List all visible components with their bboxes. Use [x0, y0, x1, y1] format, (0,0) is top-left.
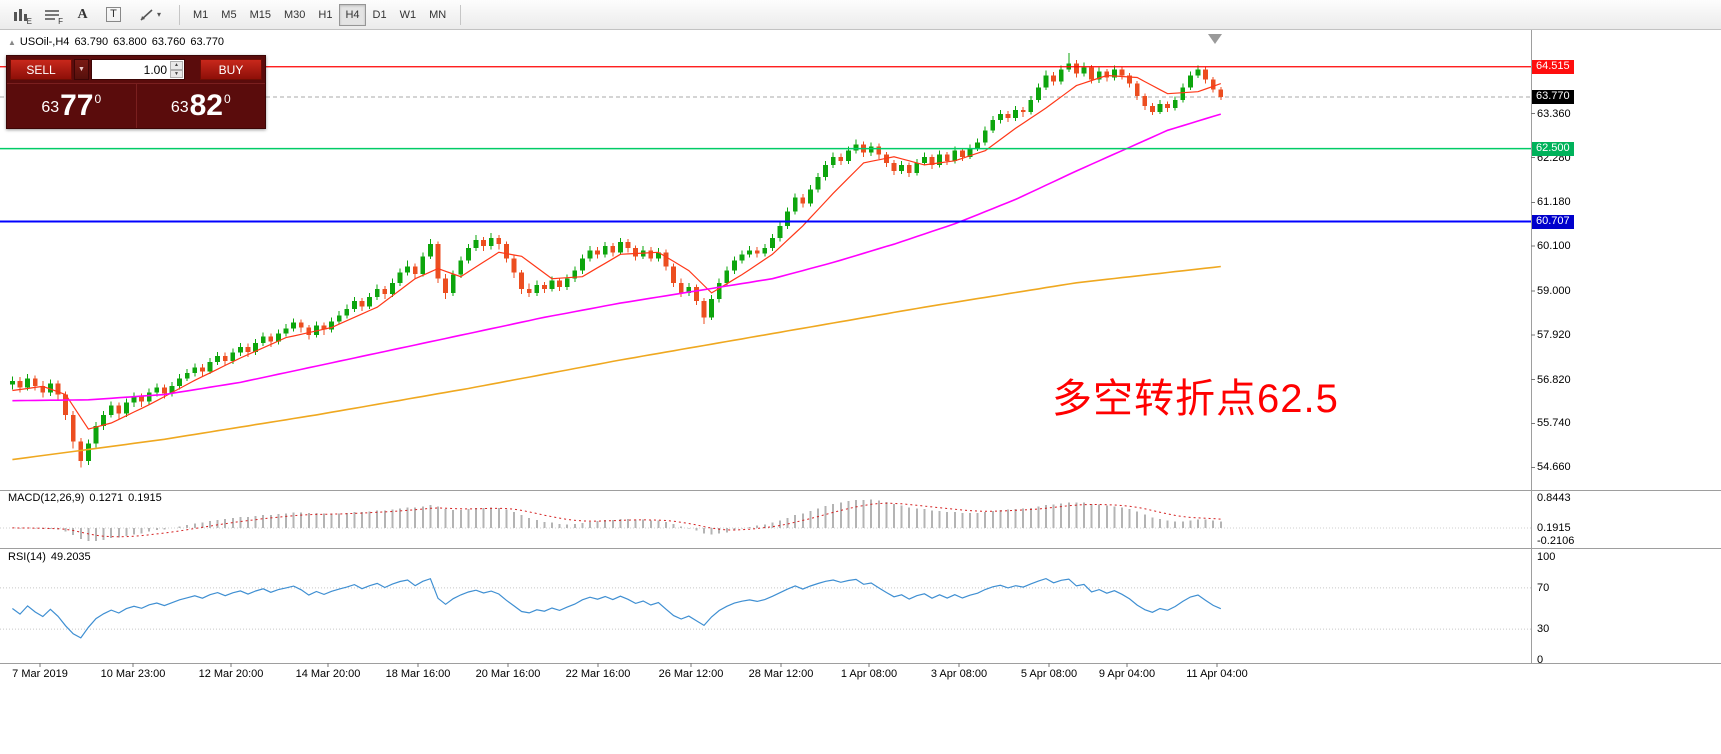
- time-axis-label: 28 Mar 12:00: [748, 668, 814, 680]
- text-tool-icon[interactable]: A: [77, 6, 88, 22]
- sell-price-prefix: 63: [41, 99, 60, 116]
- collapse-icon[interactable]: ▲: [8, 38, 16, 47]
- sell-price-sup: 0: [94, 92, 102, 106]
- trade-prices-row: 63 77 0 63 82 0: [7, 83, 265, 128]
- close-value: 63.770: [190, 36, 225, 48]
- rsi-value: 49.2035: [50, 551, 91, 563]
- high-value: 63.800: [113, 36, 147, 48]
- price-axis-highlight: 62.500: [1532, 141, 1574, 156]
- buy-price-display[interactable]: 63 82 0: [137, 84, 266, 128]
- buy-price-sup: 0: [223, 92, 231, 106]
- drawing-tools-caret-icon: ▾: [156, 10, 161, 19]
- indicator-list-icon[interactable]: F: [37, 2, 66, 28]
- symbol-label: USOil-,H4: [19, 36, 70, 48]
- buy-price-big: 82: [189, 89, 223, 122]
- chart-ohlc-header: ▲ USOil-,H4 63.790 63.800 63.760 63.770: [8, 36, 229, 48]
- rsi-axis-label: 100: [1537, 551, 1556, 563]
- price-axis-label: 54.660: [1537, 461, 1571, 474]
- caret-up-icon: ▲: [174, 62, 179, 69]
- price-axis-label: 55.740: [1537, 417, 1571, 430]
- macd-value: 0.1271: [89, 492, 124, 504]
- caret-down-icon: ▼: [78, 66, 85, 73]
- buy-button[interactable]: BUY: [200, 59, 262, 80]
- macd-name: MACD(12,26,9): [8, 492, 85, 504]
- time-axis-label: 18 Mar 16:00: [385, 668, 451, 680]
- time-axis-label: 3 Apr 08:00: [930, 668, 988, 680]
- volume-step-up-button[interactable]: ▲: [170, 61, 183, 70]
- time-axis-label: 7 Mar 2019: [12, 668, 68, 680]
- price-axis-highlight: 63.770: [1532, 90, 1574, 104]
- time-axis-label: 5 Apr 08:00: [1020, 668, 1078, 680]
- rsi-axis-label: 0: [1537, 654, 1544, 666]
- rsi-axis-label: 70: [1537, 581, 1550, 594]
- time-axis-label: 10 Mar 23:00: [100, 668, 166, 680]
- volume-dropdown-button[interactable]: ▼: [74, 59, 89, 80]
- timeframe-mn[interactable]: MN: [429, 8, 447, 21]
- buy-price-prefix: 63: [170, 99, 189, 116]
- price-axis-label: 60.100: [1537, 240, 1571, 253]
- low-value: 63.760: [151, 36, 186, 48]
- toolbar-separator: [460, 4, 462, 25]
- volume-stepper: ▲ ▼: [170, 61, 183, 78]
- sell-price-big: 77: [60, 89, 94, 122]
- timeframe-m5[interactable]: M5: [221, 8, 237, 21]
- price-axis-label: 61.180: [1537, 196, 1571, 209]
- volume-step-down-button[interactable]: ▼: [170, 69, 183, 78]
- toolbar: E F A T ▾ M1 M5 M15 M30 H1 H4 D1 W1 MN: [0, 0, 1721, 30]
- price-axis-label: 56.820: [1537, 373, 1571, 386]
- price-axis-highlight: 60.707: [1532, 214, 1574, 229]
- macd-signal-value: 0.1915: [128, 492, 162, 504]
- sell-price-display[interactable]: 63 77 0: [7, 84, 137, 128]
- chart-mode-badge: E: [26, 16, 32, 26]
- timeframe-d1[interactable]: D1: [372, 8, 387, 21]
- time-axis-label: 14 Mar 20:00: [295, 668, 361, 680]
- price-axis-highlight: 64.515: [1532, 59, 1574, 74]
- rsi-panel-title: RSI(14) 49.2035: [8, 551, 96, 563]
- timeframe-h4[interactable]: H4: [339, 3, 366, 26]
- time-axis-label: 11 Apr 04:00: [1186, 668, 1248, 680]
- time-axis-label: 26 Mar 12:00: [658, 668, 724, 680]
- toolbar-separator: [179, 4, 180, 25]
- volume-field-wrap: ▲ ▼: [91, 59, 185, 80]
- caret-down-icon: ▼: [174, 70, 179, 77]
- timeframe-w1[interactable]: W1: [399, 8, 417, 21]
- timeframe-m1[interactable]: M1: [193, 8, 209, 21]
- one-click-trading-panel: SELL ▼ ▲ ▼ BUY 63 77 0 63: [6, 55, 266, 129]
- macd-panel-title: MACD(12,26,9) 0.1271 0.1915: [8, 492, 167, 504]
- rsi-axis-label: 30: [1537, 623, 1550, 636]
- drawing-tools-icon[interactable]: ▾: [130, 2, 170, 28]
- chart-text-annotation: 多空转折点62.5: [1052, 377, 1339, 421]
- price-axis-label: 59.000: [1537, 284, 1571, 297]
- time-axis-label: 22 Mar 16:00: [565, 668, 631, 680]
- price-axis-label: 63.360: [1537, 107, 1571, 120]
- timeframe-m30[interactable]: M30: [283, 8, 306, 21]
- macd-axis-label: 0.1915: [1537, 522, 1571, 534]
- macd-axis-label: -0.2106: [1537, 535, 1575, 547]
- price-chart-canvas[interactable]: [0, 30, 1721, 754]
- timeframe-h1[interactable]: H1: [318, 8, 333, 21]
- chart-mode-icon[interactable]: E: [6, 2, 35, 28]
- time-axis-label: 12 Mar 20:00: [198, 668, 264, 680]
- rsi-name: RSI(14): [8, 551, 46, 563]
- timeframe-m15[interactable]: M15: [249, 8, 271, 21]
- chart-area: ▲ USOil-,H4 63.790 63.800 63.760 63.770 SELL …: [0, 30, 1721, 754]
- trade-controls-row: SELL ▼ ▲ ▼ BUY: [7, 56, 265, 83]
- open-value: 63.790: [74, 36, 109, 48]
- macd-axis-label: 0.8443: [1537, 492, 1571, 504]
- price-axis-label: 57.920: [1537, 328, 1571, 341]
- volume-input[interactable]: [92, 60, 184, 79]
- timeframe-group: M1 M5 M15 M30 H1 H4 D1 W1 MN: [187, 3, 453, 26]
- sell-button[interactable]: SELL: [10, 59, 72, 80]
- indicator-list-badge: F: [58, 16, 63, 26]
- time-axis-label: 1 Apr 08:00: [840, 668, 898, 680]
- label-tool-icon[interactable]: T: [99, 2, 128, 28]
- time-axis-label: 9 Apr 04:00: [1098, 668, 1156, 680]
- time-axis-label: 20 Mar 16:00: [475, 668, 541, 680]
